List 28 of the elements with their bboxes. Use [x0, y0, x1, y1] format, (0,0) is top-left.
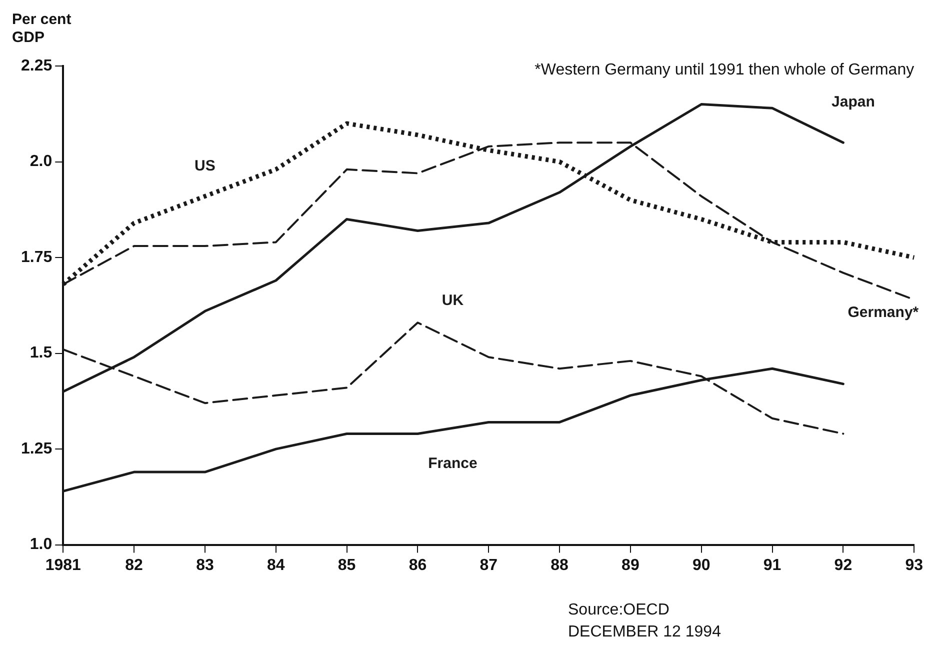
- series-label: France: [428, 454, 478, 472]
- series-label: Japan: [832, 94, 875, 111]
- x-tick-label: 93: [905, 556, 924, 574]
- y-axis-title: Per cent GDP: [12, 11, 72, 46]
- text: DECEMBER 12 1994: [568, 623, 722, 640]
- x-tick-label: 89: [622, 556, 640, 574]
- x-tick-label: 84: [266, 556, 285, 574]
- x-tick-label: 90: [692, 556, 710, 574]
- series-label: US: [194, 157, 216, 174]
- x-tick-label: 82: [125, 556, 144, 574]
- x-tick-label: 87: [480, 556, 498, 574]
- y-tick-label: 2.0: [30, 153, 52, 170]
- x-tick-label: 91: [763, 556, 782, 574]
- y-tick-label: 1.25: [21, 440, 52, 458]
- y-tick-label: 1.75: [21, 248, 52, 266]
- x-tick-label: 83: [196, 556, 214, 574]
- x-tick-label: 92: [834, 556, 852, 574]
- annotation: *Western Germany until 1991 then whole of Germany: [534, 61, 914, 78]
- series-label: UK: [442, 292, 464, 309]
- source-note: Source:OECD: [568, 601, 670, 618]
- x-tick-label: 1981: [45, 556, 82, 574]
- y-tick-label: 1.0: [30, 536, 52, 554]
- x-tick-label: 86: [408, 556, 427, 574]
- y-tick-label: 1.5: [30, 344, 52, 362]
- series-label: Germany*: [848, 304, 919, 321]
- x-tick-label: 88: [550, 556, 569, 574]
- y-tick-label: 2.25: [21, 57, 52, 74]
- x-tick-label: 85: [338, 556, 356, 574]
